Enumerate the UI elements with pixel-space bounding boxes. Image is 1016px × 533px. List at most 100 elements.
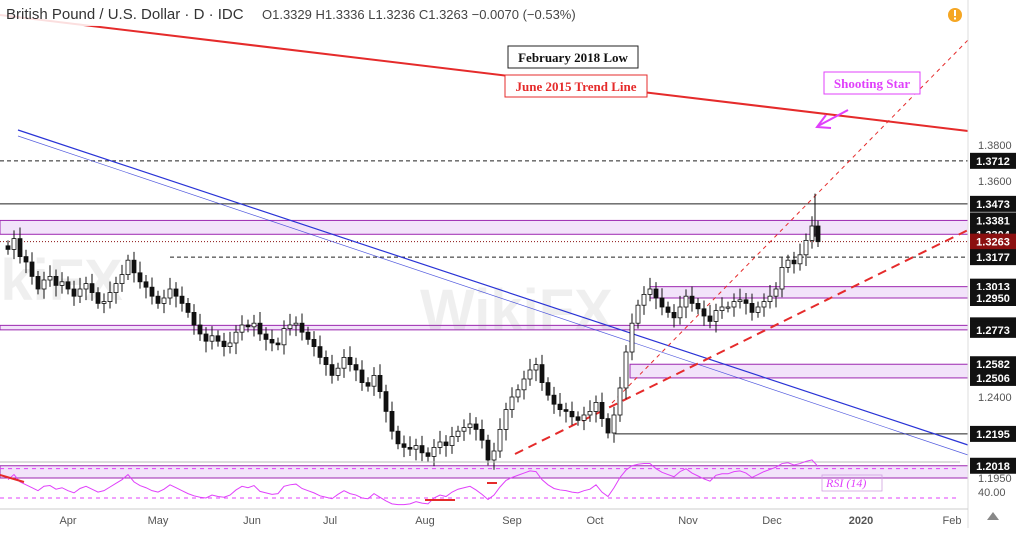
x-tick-Oct: Oct: [586, 515, 603, 527]
candle: [797, 243, 803, 271]
candle-body: [227, 342, 233, 347]
candle: [101, 293, 107, 314]
annotation-feb-2018-low-box: [507, 45, 639, 69]
price-label-bg-1.2018: [970, 457, 1016, 474]
price-label-1.2773: 1.2773: [976, 325, 1010, 337]
candle: [167, 277, 173, 305]
candle-body: [749, 302, 755, 313]
candle: [197, 313, 203, 341]
candle: [353, 357, 359, 382]
zone-1.3013: [649, 286, 969, 299]
trend-line-june-2015: [0, 14, 969, 132]
candle-body: [473, 423, 479, 430]
candle: [323, 350, 329, 376]
candle-body: [599, 401, 605, 419]
candle-body: [395, 430, 401, 445]
candle: [683, 289, 689, 319]
candle: [257, 312, 263, 341]
candle-body: [617, 387, 623, 416]
price-label-bg-1.3712: [970, 152, 1016, 169]
price-label-1.3177: 1.3177: [976, 252, 1010, 264]
candle: [293, 316, 299, 337]
candle: [233, 325, 239, 355]
candle-body: [203, 333, 209, 342]
candle: [647, 277, 653, 302]
candle: [419, 435, 425, 462]
zone-1.2018: [0, 465, 969, 479]
candle: [539, 354, 545, 391]
candle-body: [497, 428, 503, 452]
annotation-shooting-star-box: [823, 71, 921, 95]
candle-body: [353, 364, 359, 371]
annotation-trend-line-text: June 2015 Trend Line: [516, 79, 637, 94]
candle-body: [269, 338, 275, 344]
candle: [623, 345, 629, 400]
candle-body: [77, 288, 83, 297]
candle-body: [191, 311, 197, 326]
candle: [161, 289, 167, 314]
candle: [305, 326, 311, 345]
candle-body: [173, 288, 179, 297]
candle-body: [743, 299, 749, 304]
candle-body: [365, 382, 371, 387]
candle-body: [551, 394, 557, 405]
candle: [137, 261, 143, 289]
symbol-title[interactable]: British Pound / U.S. Dollar · D · IDC: [6, 6, 244, 23]
candle-body: [755, 306, 761, 313]
price-label-1.3381: 1.3381: [976, 215, 1010, 227]
annotation-trend-line: June 2015 Trend Line: [504, 74, 648, 98]
gear-icon[interactable]: [987, 512, 999, 520]
candle-body: [503, 409, 509, 430]
candle: [269, 329, 275, 352]
price-label-1.2506: 1.2506: [976, 373, 1010, 385]
candle-body: [143, 281, 149, 288]
candle-body: [251, 322, 257, 328]
annotation-shooting-star-text: Shooting Star: [834, 76, 910, 91]
candle-body: [161, 297, 167, 304]
price-axis: 1.3800 1.3600 1.2400 1.1950 1.3712 1.3473 1.33…: [967, 0, 1016, 528]
candle: [743, 292, 749, 315]
candle-body: [791, 259, 797, 265]
candle: [299, 313, 305, 341]
candle-body: [23, 256, 29, 263]
candle-body: [155, 295, 161, 304]
candle-body: [515, 389, 521, 398]
candle: [359, 360, 365, 391]
candle: [737, 288, 743, 309]
candle-body: [83, 283, 89, 290]
candle-body: [593, 401, 599, 412]
candle-body: [65, 281, 71, 290]
candle-body: [521, 378, 527, 391]
candle: [611, 406, 617, 443]
rsi-label-box: [821, 474, 883, 492]
candle-body: [401, 443, 407, 448]
candle-body: [413, 445, 419, 450]
candle-body: [623, 351, 629, 389]
price-label-bg-1.2950: [970, 290, 1016, 306]
candle: [449, 426, 455, 454]
candle-body: [167, 288, 173, 299]
candle: [803, 233, 809, 266]
annotation-shooting-star-arrow: [817, 109, 849, 127]
candle-body: [71, 288, 77, 297]
candle: [437, 430, 443, 455]
candle: [389, 401, 395, 440]
candle-body: [59, 281, 65, 286]
candle-body: [797, 254, 803, 265]
candle-body: [815, 225, 821, 243]
price-label-bg-1.2773: [970, 321, 1016, 338]
x-tick-Dec: Dec: [762, 515, 782, 527]
rsi-tick: 40.00: [978, 487, 1006, 499]
candle: [275, 337, 281, 351]
candle-body: [137, 272, 143, 283]
candle: [785, 254, 791, 273]
candle: [17, 227, 23, 264]
candle-body: [221, 340, 227, 348]
candle-body: [443, 441, 449, 446]
candle-body: [29, 261, 35, 277]
candle-body: [407, 446, 413, 450]
candle: [575, 411, 581, 426]
exclamation-circle-icon[interactable]: [948, 8, 962, 22]
annotations-layer: February 2018 Low June 2015 Trend Line Sho…: [504, 45, 921, 129]
